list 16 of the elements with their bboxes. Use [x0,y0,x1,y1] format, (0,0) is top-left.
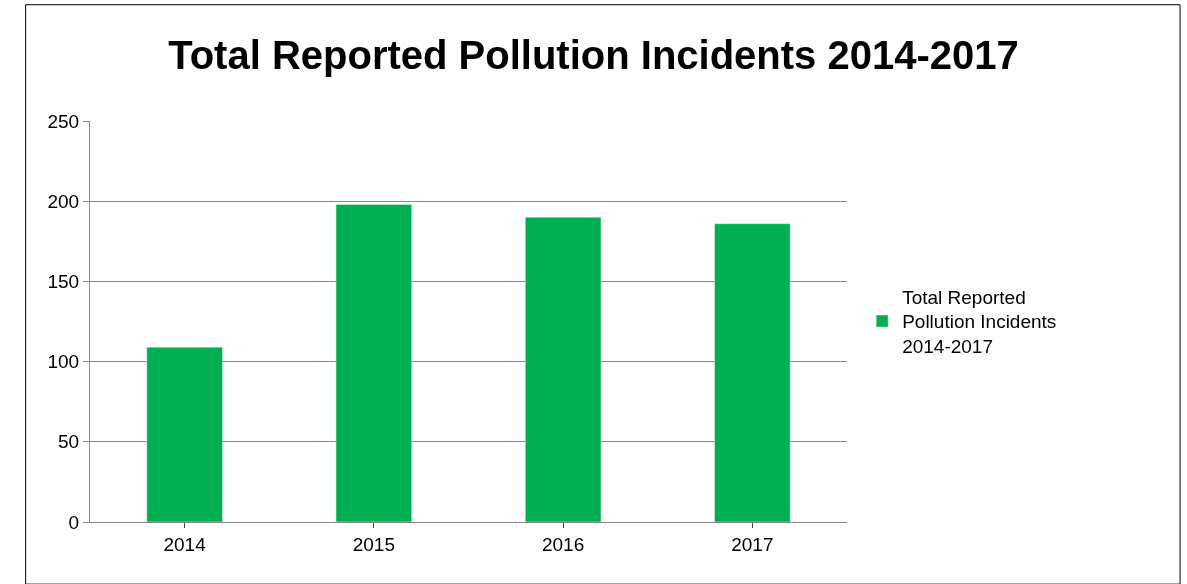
legend-label: Total Reported Pollution Incidents 2014-2017 [902,286,1057,358]
x-tick-label: 2016 [541,533,585,555]
y-tick-label: 200 [47,190,80,212]
x-tick-label: 2014 [163,533,207,555]
y-tick-label: 100 [47,351,80,373]
x-tick-label: 2015 [352,533,396,555]
y-tick-label: 150 [47,271,80,293]
x-tick-label: 2017 [731,533,774,555]
bar [146,346,223,522]
y-tick-label: 250 [47,110,80,132]
y-tick-label: 50 [58,431,80,453]
bar [525,216,602,522]
y-tick-label: 0 [68,511,80,533]
chart-title: Total Reported Pollution Incidents 2014-2017 [168,32,1019,77]
bar [335,204,412,522]
bar [714,223,791,522]
